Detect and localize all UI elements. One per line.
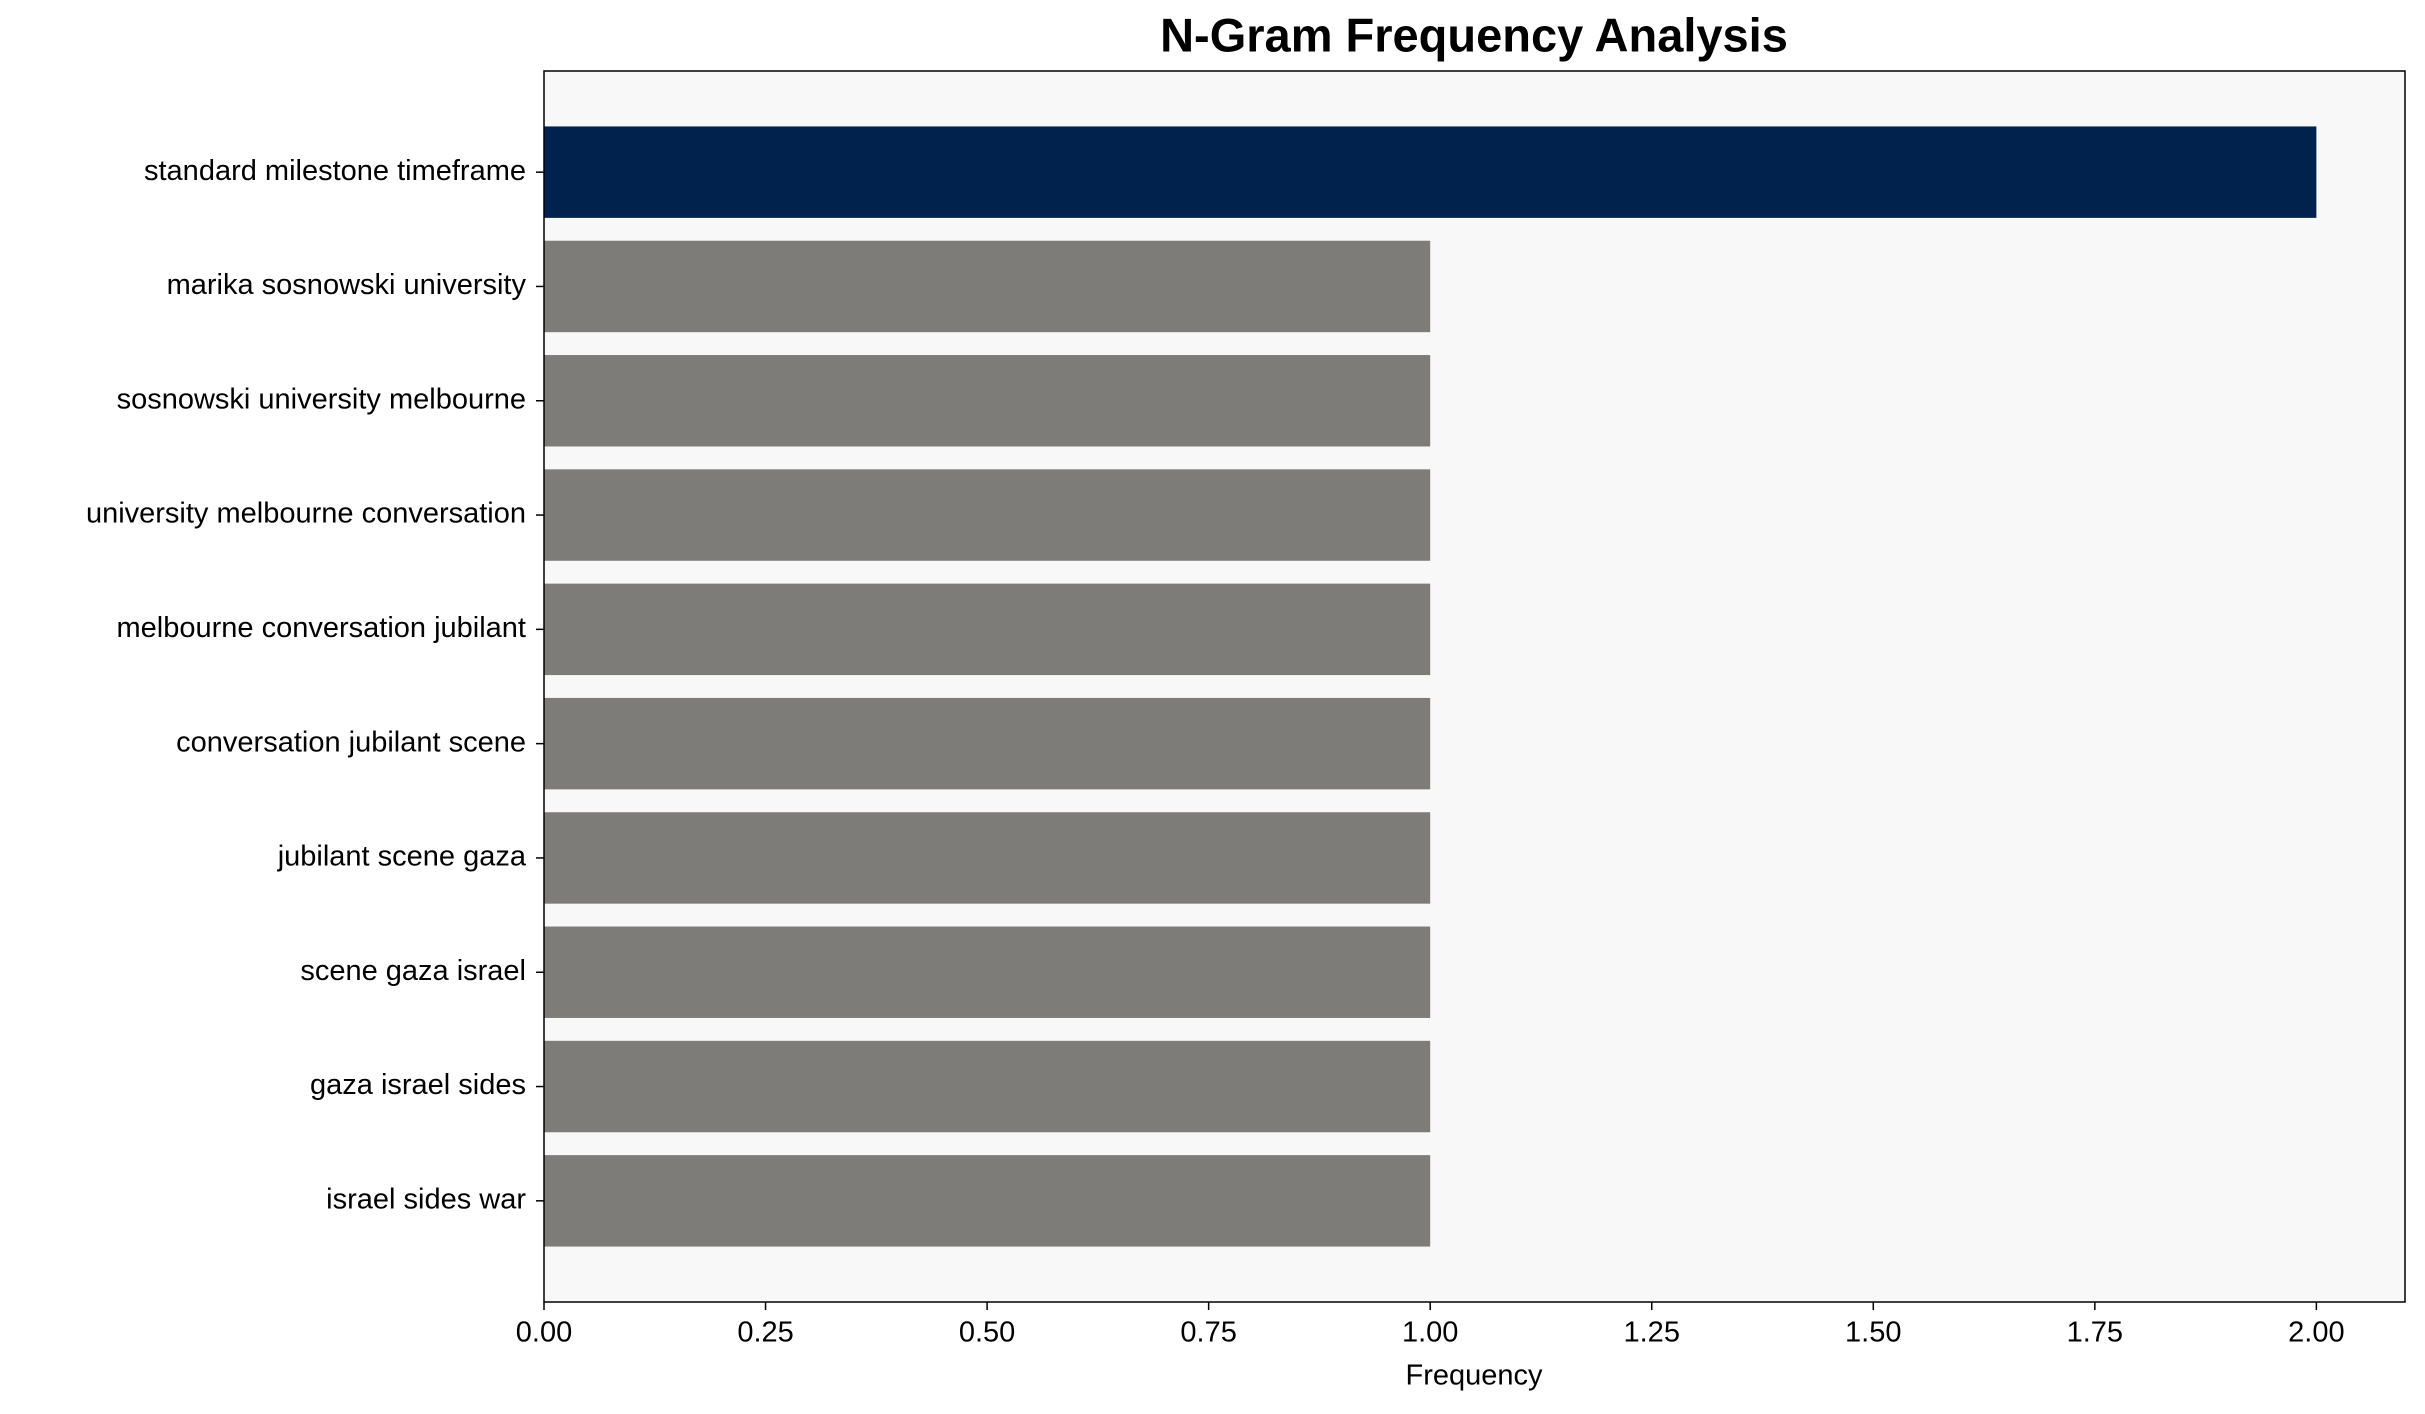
x-axis-label: Frequency: [1405, 1360, 1543, 1392]
y-tick-label: conversation jubilant scene: [176, 726, 526, 758]
chart-title: N-Gram Frequency Analysis: [1160, 8, 1788, 61]
y-tick-label: sosnowski university melbourne: [117, 383, 526, 415]
y-tick-label: standard milestone timeframe: [144, 155, 526, 187]
y-tick-label: scene gaza israel: [300, 955, 526, 987]
y-tick-label: gaza israel sides: [310, 1069, 526, 1101]
bar: [544, 126, 2317, 218]
y-tick-label: jubilant scene gaza: [277, 841, 527, 873]
bar: [544, 240, 1431, 333]
x-tick-label: 1.75: [2067, 1317, 2123, 1349]
bar: [544, 1155, 1431, 1247]
bar: [544, 469, 1431, 561]
bar: [544, 355, 1431, 447]
bar: [544, 697, 1431, 790]
plot-frame: [543, 70, 2406, 1303]
y-tick-label: israel sides war: [326, 1184, 526, 1216]
y-tick-label: melbourne conversation jubilant: [117, 612, 526, 644]
x-tick-label: 0.25: [737, 1317, 793, 1349]
bar: [544, 926, 1431, 1018]
bar: [544, 812, 1431, 904]
x-tick-label: 1.00: [1402, 1317, 1458, 1349]
bar: [544, 583, 1431, 676]
x-tick-label: 1.25: [1624, 1317, 1680, 1349]
y-tick-label: university melbourne conversation: [86, 498, 526, 530]
y-tick-label: marika sosnowski university: [167, 269, 527, 301]
x-tick-label: 0.50: [959, 1317, 1015, 1349]
bar: [544, 1040, 1431, 1133]
x-tick-label: 0.00: [516, 1317, 572, 1349]
x-tick-label: 0.75: [1180, 1317, 1236, 1349]
x-tick-label: 1.50: [1845, 1317, 1901, 1349]
x-tick-label: 2.00: [2288, 1317, 2344, 1349]
